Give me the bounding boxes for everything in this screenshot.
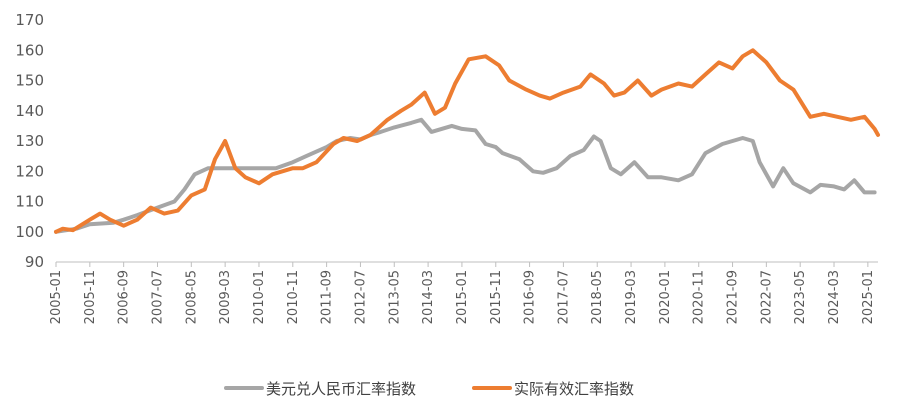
x-tick-label: 2023-05 xyxy=(793,270,808,324)
x-tick-label: 2010-01 xyxy=(252,270,267,324)
x-tick-label: 2019-03 xyxy=(624,270,639,324)
x-tick-label: 2025-01 xyxy=(861,270,876,324)
series-line-1 xyxy=(54,48,880,234)
x-tick-label: 2008-05 xyxy=(184,270,199,324)
legend: 美元兑人民币汇率指数 实际有效汇率指数 xyxy=(224,380,634,398)
x-axis: 2005-01 2005-11 2006-09 2007-07 2008-05 2009-… xyxy=(49,262,876,324)
x-tick-label: 2005-01 xyxy=(49,270,64,324)
x-tick-label: 2021-09 xyxy=(726,270,741,324)
x-tick-label: 2016-09 xyxy=(523,270,538,324)
x-tick-label: 2018-05 xyxy=(590,270,605,324)
y-tick-label: 160 xyxy=(15,41,44,59)
x-tick-label: 2014-03 xyxy=(421,270,436,324)
x-tick-label: 2011-09 xyxy=(320,270,335,324)
x-tick-label: 2017-07 xyxy=(556,270,571,324)
y-tick-label: 100 xyxy=(15,223,44,241)
y-tick-label: 140 xyxy=(15,102,44,120)
x-tick-label: 2006-09 xyxy=(117,270,132,324)
x-tick-label: 2015-11 xyxy=(489,270,504,324)
legend-label-1: 实际有效汇率指数 xyxy=(514,380,634,398)
x-tick-label: 2007-07 xyxy=(150,270,165,324)
y-tick-label: 150 xyxy=(15,72,44,90)
series-group xyxy=(54,48,880,234)
y-tick-label: 90 xyxy=(25,253,44,271)
x-tick-label: 2013-05 xyxy=(387,270,402,324)
y-tick-label: 120 xyxy=(15,162,44,180)
x-tick-label: 2005-11 xyxy=(83,270,98,324)
y-tick-label: 110 xyxy=(15,193,44,211)
x-tick-label: 2022-07 xyxy=(759,270,774,324)
y-tick-label: 170 xyxy=(15,11,44,29)
y-tick-label: 130 xyxy=(15,132,44,150)
legend-label-0: 美元兑人民币汇率指数 xyxy=(266,380,416,398)
x-tick-label: 2012-07 xyxy=(353,270,368,324)
series-line-0 xyxy=(54,117,877,234)
x-tick-label: 2009-03 xyxy=(218,270,233,324)
y-axis: 90 100 110 120 130 140 150 160 170 xyxy=(15,11,44,271)
x-tick-label: 2015-01 xyxy=(455,270,470,324)
x-tick-label: 2010-11 xyxy=(286,270,301,324)
x-tick-label: 2020-11 xyxy=(692,270,707,324)
x-tick-label: 2024-03 xyxy=(827,270,842,324)
x-tick-label: 2020-01 xyxy=(658,270,673,324)
